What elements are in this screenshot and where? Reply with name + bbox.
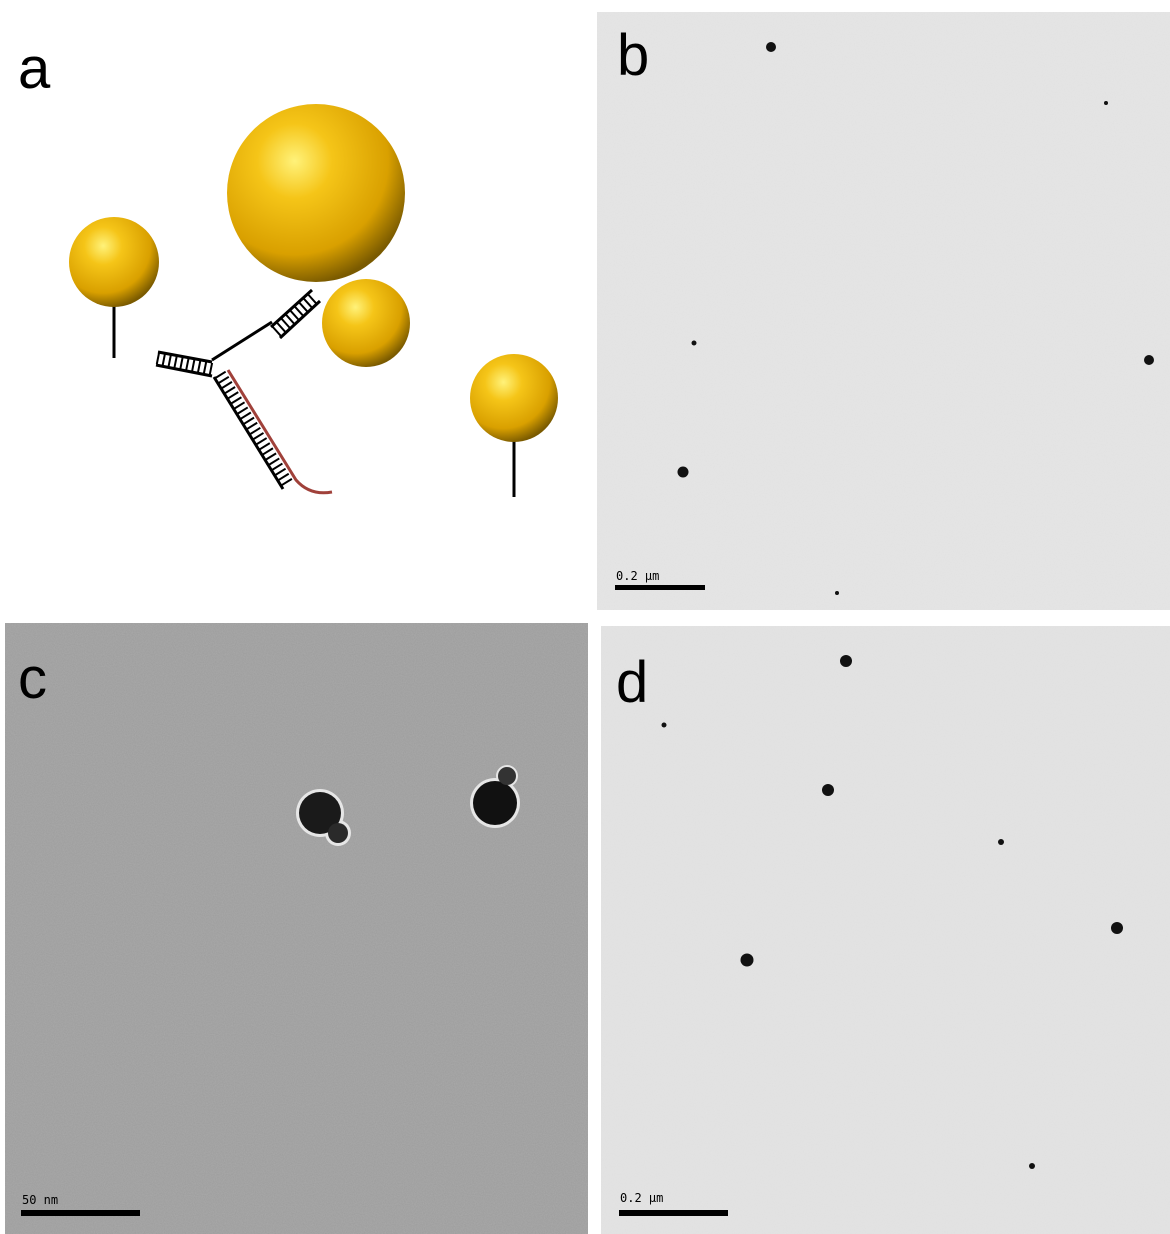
gold-particle <box>227 104 405 282</box>
dna-junction <box>156 290 332 493</box>
scale-bar-label: 50 nm <box>22 1193 58 1207</box>
panel-label: d <box>616 650 648 715</box>
tem-texture <box>597 12 1170 610</box>
gold-particle <box>470 354 558 442</box>
panel-label: a <box>18 36 51 101</box>
panel-c: c 50 nm <box>5 623 588 1234</box>
panel-b: b 0.2 μm <box>597 12 1170 610</box>
scale-bar <box>619 1210 728 1216</box>
scale-bar-label: 0.2 μm <box>616 569 659 583</box>
tem-texture <box>5 623 588 1234</box>
tem-texture <box>601 626 1170 1234</box>
gold-particle <box>69 217 159 307</box>
scale-bar-label: 0.2 μm <box>620 1191 663 1205</box>
panel-label: b <box>617 23 649 88</box>
panel-d: d 0.2 μm <box>601 626 1170 1234</box>
figure: a b 0.2 μm <box>0 0 1170 1234</box>
scale-bar <box>21 1210 140 1216</box>
scale-bar <box>615 585 705 590</box>
panel-label: c <box>18 646 47 711</box>
panel-a: a <box>18 36 558 497</box>
gold-particle <box>322 279 410 367</box>
